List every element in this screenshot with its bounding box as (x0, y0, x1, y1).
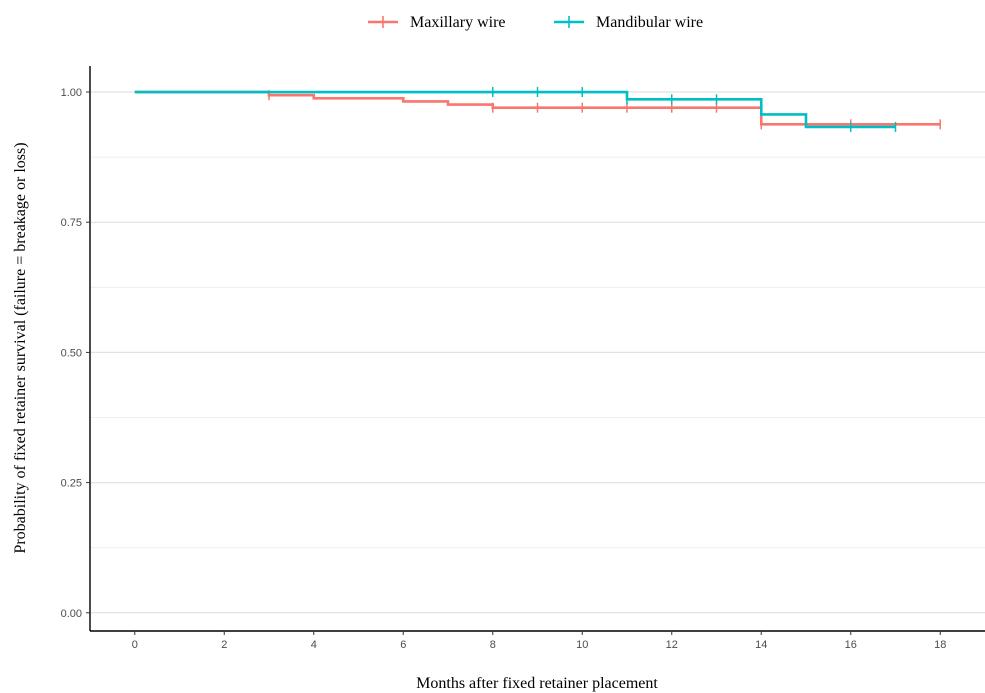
axis-ticks: 0.00 0.25 0.50 0.75 1.00 0 2 4 6 8 10 12 14 16 18 (61, 87, 947, 651)
x-tick-label: 6 (400, 639, 406, 651)
x-tick-label: 14 (755, 639, 767, 651)
legend: Maxillary wire Mandibular wire (368, 14, 703, 31)
x-tick-label: 18 (934, 639, 946, 651)
grid-lines (90, 91, 985, 614)
x-tick-label: 16 (845, 639, 857, 651)
y-tick-label: 0.50 (61, 347, 82, 359)
maxillary-wire-legend-label: Maxillary wire (410, 14, 506, 31)
x-axis-title: Months after fixed retainer placement (416, 675, 658, 692)
y-tick-label: 0.75 (61, 217, 82, 229)
y-tick-label: 1.00 (61, 87, 82, 99)
mandibular-wire-step-line (134, 90, 896, 129)
x-tick-label: 2 (221, 639, 227, 651)
x-tick-label: 0 (132, 639, 138, 651)
mandibular-wire-legend-label: Mandibular wire (596, 14, 703, 31)
y-axis-title: Probability of fixed retainer survival (… (12, 142, 29, 553)
x-tick-label: 12 (666, 639, 678, 651)
y-tick-label: 0.25 (61, 478, 82, 490)
x-tick-label: 4 (311, 639, 317, 651)
x-tick-label: 10 (576, 639, 588, 651)
x-tick-label: 8 (490, 639, 496, 651)
axes (89, 66, 985, 632)
series-lines (134, 87, 941, 132)
y-tick-label: 0.00 (61, 608, 82, 620)
